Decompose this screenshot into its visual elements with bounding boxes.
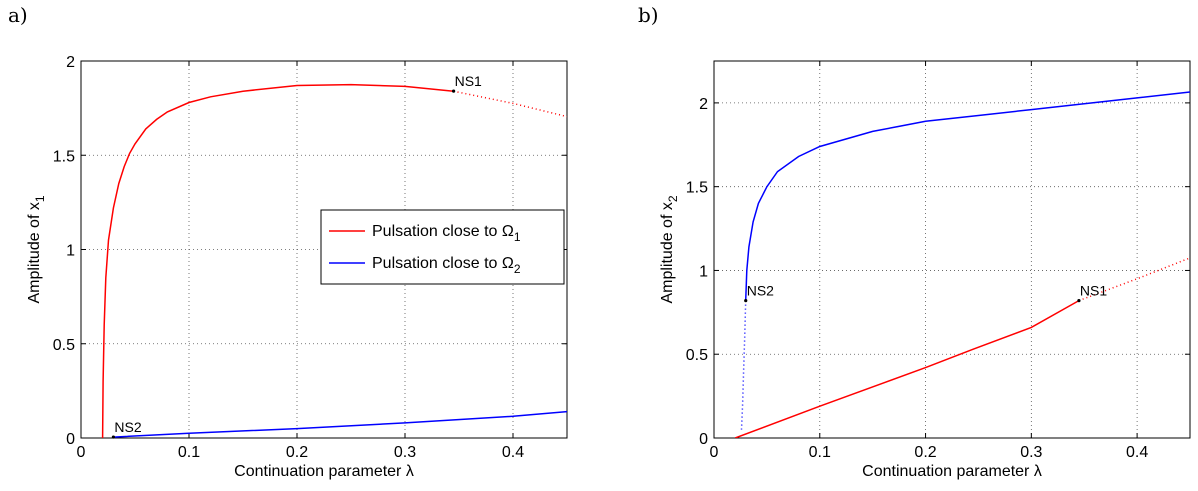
annotation-ns1-a: NS1 (455, 73, 482, 89)
x-axis-title-a: Continuation parameter λ (234, 463, 414, 480)
legend-entry-sub-0: 1 (514, 230, 521, 244)
annotation-ns2-b: NS2 (747, 283, 774, 299)
y-axis-title-main-a: Amplitude of x (26, 202, 43, 303)
ytick-label-b-2: 1 (699, 263, 708, 280)
xtick-label-a-4: 0.4 (502, 444, 524, 461)
xtick-label-b-1: 0.1 (809, 444, 831, 461)
panel-label-a: a) (8, 3, 28, 27)
annotation-point-b-0 (1077, 299, 1081, 303)
xtick-label-a-0: 0 (77, 444, 86, 461)
ytick-label-b-1: 0.5 (686, 347, 708, 364)
ytick-label-a-0: 0 (66, 431, 75, 448)
annotation-point-b-1 (744, 299, 748, 303)
legend-entry-1: Pulsation close to Ω2 (372, 255, 521, 276)
xtick-label-a-2: 0.2 (286, 444, 308, 461)
xtick-label-a-1: 0.1 (178, 444, 200, 461)
ytick-label-b-4: 2 (699, 96, 708, 113)
y-axis-title-a: Amplitude of x1 (26, 195, 47, 303)
axes-frame-b (713, 60, 1191, 439)
annotation-point-a-1 (111, 435, 115, 439)
plot-area-b (734, 91, 1190, 438)
plot-area-a (101, 83, 567, 438)
xtick-label-b-3: 0.3 (1020, 444, 1042, 461)
series-line-a-1 (113, 410, 567, 438)
series-dotted-a-0 (453, 90, 567, 118)
series-dotted-b-0 (740, 300, 747, 430)
panel-a: a) 0 0.1 0.2 0.3 0.4 0 0.5 1 1.5 2 Continuation par… (8, 3, 568, 480)
annotation-ns2-a: NS2 (114, 419, 141, 435)
panel-b: b) 0 0.1 0.2 0.3 0.4 0 0.5 1 1.5 2 Continuation par… (638, 3, 1191, 480)
xtick-label-b-0: 0 (710, 444, 719, 461)
ytick-label-a-2: 1 (66, 243, 75, 260)
xtick-label-a-3: 0.3 (394, 444, 416, 461)
xtick-label-b-4: 0.4 (1126, 444, 1148, 461)
legend-entry-main-1: Pulsation close to Ω (372, 255, 514, 272)
y-axis-title-sub-b: 2 (666, 195, 680, 202)
series-line-b-0 (744, 91, 1190, 301)
x-axis-title-b: Continuation parameter λ (862, 463, 1042, 480)
series-line-b-1 (734, 299, 1080, 438)
series-line-a-0 (101, 83, 454, 438)
legend-entry-main-0: Pulsation close to Ω (372, 223, 514, 240)
legend-entry-sub-1: 2 (514, 262, 521, 276)
series-dotted-b-1 (1078, 257, 1190, 302)
y-axis-title-main-b: Amplitude of x (659, 202, 676, 303)
ytick-label-a-3: 1.5 (53, 148, 75, 165)
annotation-point-a-0 (452, 89, 456, 93)
ytick-label-a-4: 2 (66, 54, 75, 71)
y-axis-title-sub-a: 1 (33, 195, 47, 202)
legend-entry-0: Pulsation close to Ω1 (372, 223, 521, 244)
ytick-label-a-1: 0.5 (53, 337, 75, 354)
annotation-ns1-b: NS1 (1080, 283, 1107, 299)
legend-box (320, 209, 565, 285)
y-axis-title-b: Amplitude of x2 (659, 195, 680, 303)
ytick-label-b-0: 0 (699, 431, 708, 448)
ytick-label-b-3: 1.5 (686, 180, 708, 197)
xtick-label-b-2: 0.2 (914, 444, 936, 461)
panel-label-b: b) (638, 3, 659, 27)
